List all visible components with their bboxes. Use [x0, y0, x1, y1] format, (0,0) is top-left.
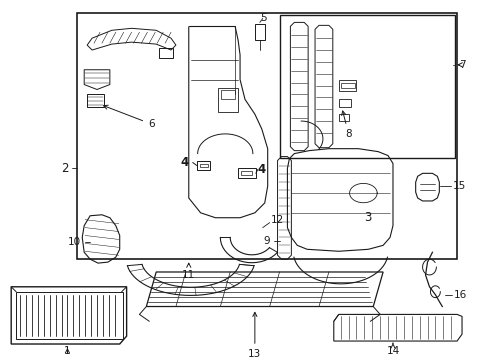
- Text: 15: 15: [452, 181, 466, 191]
- Bar: [219, 87, 238, 112]
- Bar: [77, 13, 457, 259]
- Bar: [255, 24, 265, 40]
- Text: 9: 9: [264, 237, 270, 246]
- Text: 3: 3: [365, 211, 372, 224]
- Text: 12: 12: [271, 215, 284, 225]
- Bar: [241, 171, 252, 175]
- Text: 5: 5: [260, 13, 267, 23]
- Text: 4: 4: [181, 156, 189, 169]
- Bar: [196, 162, 211, 170]
- Text: 11: 11: [182, 263, 196, 280]
- Text: 10: 10: [68, 237, 81, 247]
- Text: 13: 13: [248, 312, 262, 359]
- Bar: [221, 90, 235, 99]
- Bar: [199, 165, 207, 167]
- Bar: [339, 99, 350, 107]
- Text: 1: 1: [64, 346, 71, 356]
- Text: 6: 6: [103, 105, 154, 129]
- Text: 7: 7: [458, 60, 466, 70]
- Text: 16: 16: [453, 290, 466, 300]
- Text: 14: 14: [386, 343, 400, 356]
- Text: 8: 8: [342, 111, 352, 139]
- Text: 4: 4: [258, 163, 266, 176]
- Bar: [16, 292, 122, 339]
- Text: 2: 2: [61, 162, 68, 175]
- Bar: [339, 114, 348, 121]
- Bar: [341, 82, 354, 89]
- Bar: [339, 80, 357, 91]
- Bar: [279, 14, 455, 158]
- Bar: [238, 168, 256, 178]
